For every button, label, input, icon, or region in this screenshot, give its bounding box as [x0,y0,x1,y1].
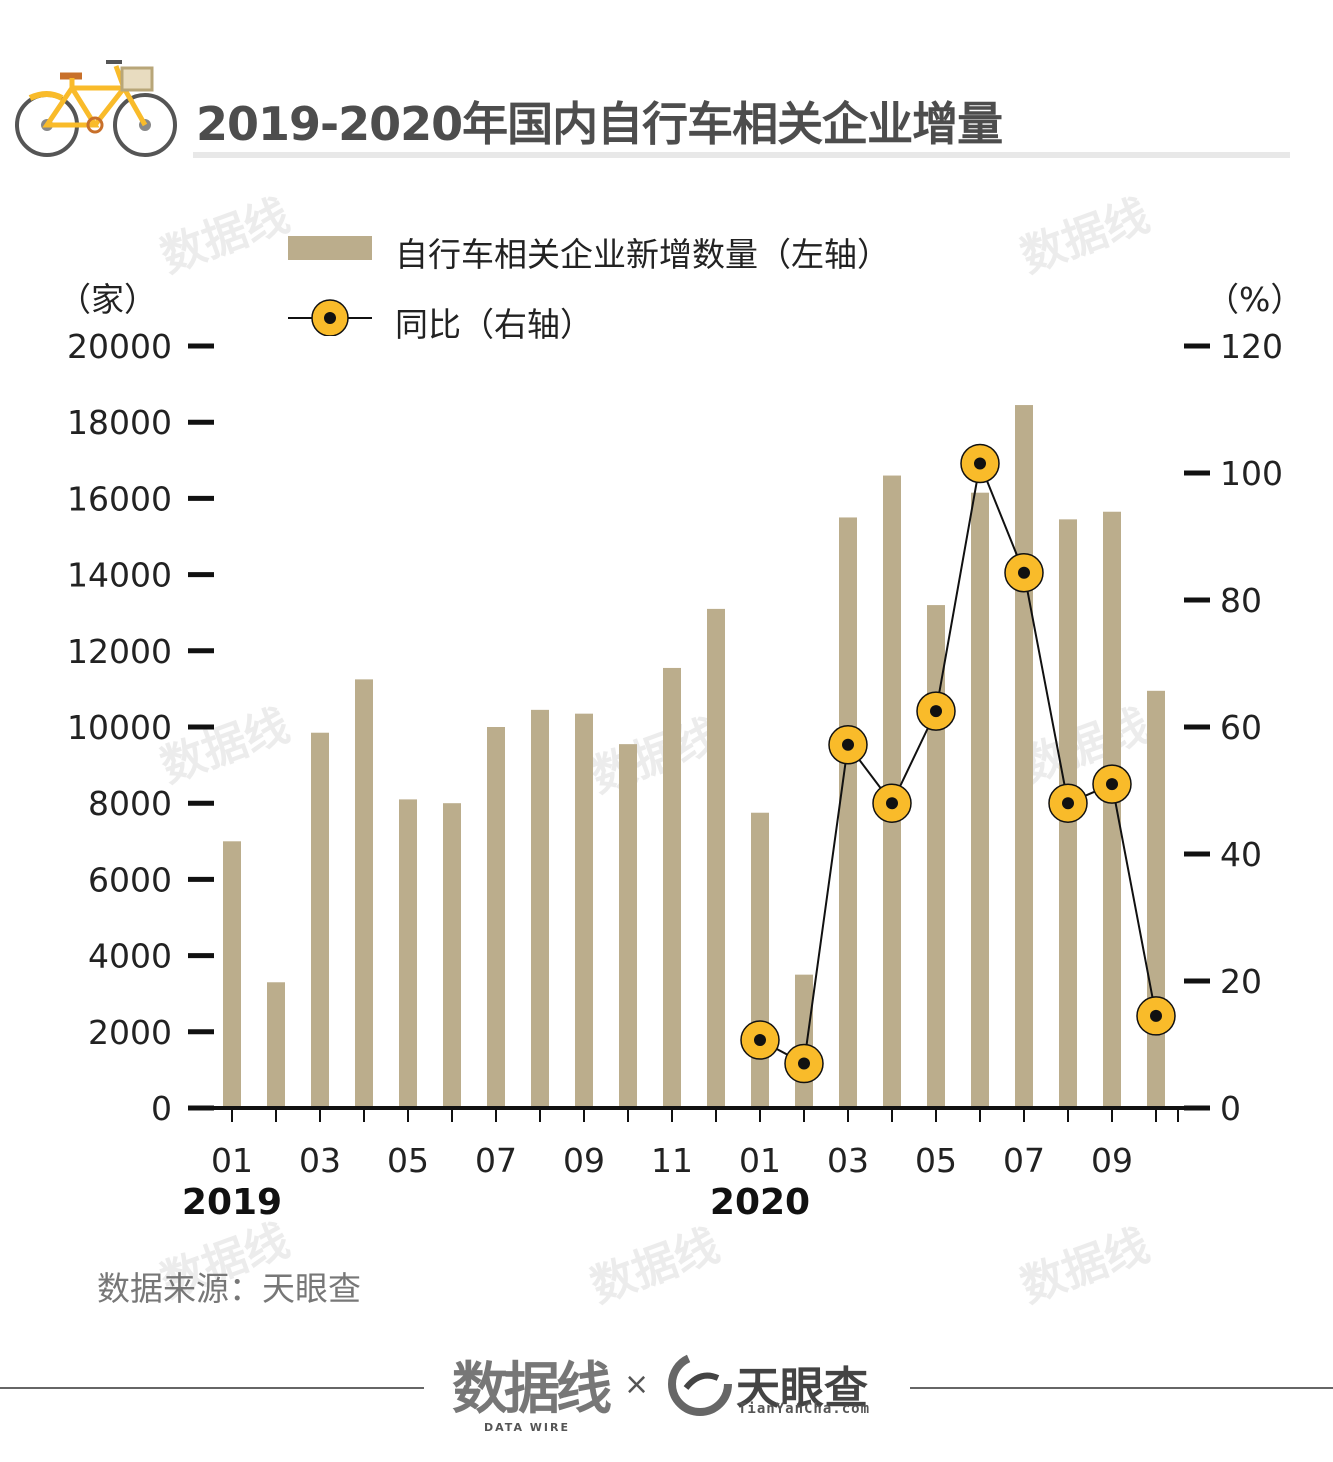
bar [707,608,725,1108]
y-left-tick-label: 2000 [88,1013,172,1052]
y-left-tick-label: 20000 [67,327,172,366]
legend-bar-swatch [288,236,372,260]
y-right-tick-label: 100 [1220,454,1283,493]
footer-divider-left [0,1387,424,1389]
bicycle-icon [15,60,177,157]
yoy-point-center [798,1057,810,1070]
yoy-point-center [1106,778,1118,791]
yoy-point-center [1062,797,1074,810]
bar [663,667,681,1108]
footer-divider-right [910,1387,1333,1389]
bar [619,744,637,1108]
watermark: 数据线 [1014,190,1155,283]
x-tick-label: 09 [1091,1141,1133,1180]
x-year-label: 2019 [182,1182,282,1223]
y-right-tick-label: 120 [1220,327,1283,366]
bar [399,799,417,1108]
x-year-label: 2020 [710,1182,810,1223]
bar [1015,405,1033,1108]
left-axis-unit: （家） [58,280,157,319]
x-tick-label: 05 [387,1141,429,1180]
yoy-point-center [930,705,942,718]
x-tick-label: 01 [739,1141,781,1180]
yoy-point-center [974,457,986,470]
bar [971,492,989,1108]
watermark: 数据线 [154,190,295,283]
bar [531,709,549,1108]
title-underline [193,152,1290,158]
bar [839,517,857,1108]
line-series [740,443,1176,1084]
tianyancha-logo-sub: TianYanCha.com [738,1401,871,1417]
datawire-logo-sub: DATA WIRE [484,1421,570,1434]
right-axis-unit: （%） [1206,280,1304,319]
bar [355,679,373,1108]
y-right-tick-label: 60 [1220,708,1262,747]
data-source: 数据来源：天眼查 [97,1269,361,1308]
x-tick-label: 03 [299,1141,341,1180]
y-left-tick-label: 6000 [88,860,172,899]
bar [575,713,593,1108]
x-tick-label: 07 [475,1141,517,1180]
y-left-tick-label: 18000 [67,403,172,442]
yoy-point-center [842,738,854,751]
x-tick-label: 05 [915,1141,957,1180]
yoy-point-center [1150,1009,1162,1022]
x-tick-label: 07 [1003,1141,1045,1180]
y-left-tick-label: 12000 [67,632,172,671]
bar [795,974,813,1108]
datawire-logo: 数据线 [452,1357,612,1422]
bar-series [223,405,1165,1108]
collab-times: × [624,1367,650,1402]
legend-line-label: 同比（右轴） [395,305,593,344]
y-right-tick-label: 0 [1220,1089,1241,1128]
watermark: 数据线 [584,710,725,803]
x-tick-label: 09 [563,1141,605,1180]
yoy-point-center [886,797,898,810]
tianyancha-logo: 天眼查 [736,1363,868,1414]
legend-swatches [288,236,372,336]
y-left-tick-label: 8000 [88,784,172,823]
bar [311,732,329,1108]
bar [443,803,461,1108]
bar [1147,690,1165,1108]
y-left-tick-label: 14000 [67,556,172,595]
y-left-tick-label: 4000 [88,937,172,976]
watermark: 数据线 [154,700,295,793]
yoy-line [759,459,1157,1066]
bar [223,841,241,1108]
y-left-tick-label: 10000 [67,708,172,747]
x-tick-label: 11 [651,1141,693,1180]
y-right-tick-label: 20 [1220,962,1262,1001]
y-left-tick-label: 0 [151,1089,172,1128]
legend-bar-label: 自行车相关企业新增数量（左轴） [395,235,890,274]
yoy-point-center [754,1034,766,1047]
y-right-tick-label: 40 [1220,835,1262,874]
y-left-tick-label: 16000 [67,479,172,518]
page-title: 2019-2020年国内自行车相关企业增量 [196,97,1003,151]
tianyancha-logo-icon [668,1352,732,1416]
y-right-tick-label: 80 [1220,581,1262,620]
watermark: 数据线 [584,1220,725,1313]
yoy-point-center [1018,566,1030,579]
bar [267,982,285,1108]
axes: 0 2000 4000 6000 8000 10000 12000 14000 16000 180… [67,327,1283,1223]
bar [1103,511,1121,1108]
x-tick-label: 03 [827,1141,869,1180]
watermark: 数据线 [1014,700,1155,793]
bar [751,812,769,1108]
x-tick-label: 01 [211,1141,253,1180]
bar [487,727,505,1108]
watermark: 数据线 [1014,1220,1155,1313]
bar [927,605,945,1108]
